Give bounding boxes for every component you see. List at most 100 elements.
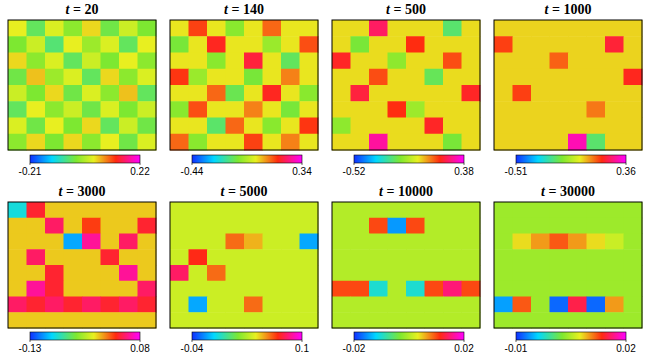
cell — [425, 118, 444, 135]
cell — [587, 234, 606, 250]
panel-title: t = 20 — [66, 2, 99, 17]
cell — [332, 118, 351, 135]
cell — [550, 20, 569, 37]
cell — [189, 101, 208, 118]
cell — [425, 202, 444, 218]
cell — [170, 218, 189, 234]
cell — [138, 312, 157, 328]
cell — [8, 53, 27, 70]
cell — [443, 265, 462, 281]
cell — [531, 249, 550, 265]
cell — [138, 297, 157, 313]
cell — [443, 36, 462, 53]
panel: t = 3000-0.130.08 — [8, 184, 157, 354]
cell — [45, 265, 64, 281]
cell — [587, 134, 606, 151]
cell — [406, 20, 425, 37]
cell — [531, 218, 550, 234]
cell — [443, 234, 462, 250]
cell — [119, 281, 138, 297]
cell — [207, 265, 226, 281]
cell — [300, 36, 319, 53]
cell — [119, 69, 138, 86]
cell — [605, 101, 624, 118]
cell — [587, 36, 606, 53]
cell — [406, 218, 425, 234]
title-part: = 10000 — [383, 184, 433, 199]
cell — [281, 202, 300, 218]
cell — [605, 202, 624, 218]
cell — [462, 20, 481, 37]
cell — [8, 249, 27, 265]
cell — [587, 249, 606, 265]
cell — [494, 265, 513, 281]
cell — [369, 249, 388, 265]
cell — [226, 69, 245, 86]
cell — [226, 134, 245, 151]
colorbar-label: -0.01 — [505, 343, 528, 354]
cell — [462, 218, 481, 234]
cell — [332, 53, 351, 70]
cell — [624, 69, 643, 86]
cell — [605, 53, 624, 70]
cell — [388, 101, 407, 118]
cell — [263, 297, 282, 313]
cell — [64, 20, 83, 37]
cell — [244, 134, 263, 151]
cell — [263, 312, 282, 328]
cell — [27, 118, 46, 135]
cell — [45, 202, 64, 218]
cell — [8, 234, 27, 250]
cell — [568, 281, 587, 297]
cell — [281, 69, 300, 86]
cell — [587, 312, 606, 328]
cell — [605, 69, 624, 86]
colorbar-label: 0.1 — [295, 343, 309, 354]
cell — [27, 134, 46, 151]
cell — [550, 85, 569, 102]
cell — [189, 265, 208, 281]
cell — [369, 312, 388, 328]
cell — [101, 218, 120, 234]
cell — [406, 53, 425, 70]
cell — [550, 101, 569, 118]
cell — [300, 134, 319, 151]
cell — [624, 134, 643, 151]
cell — [587, 202, 606, 218]
cell — [226, 297, 245, 313]
cell — [513, 134, 532, 151]
cell — [45, 312, 64, 328]
cell — [45, 20, 64, 37]
cell — [388, 265, 407, 281]
cell — [170, 69, 189, 86]
cell — [244, 265, 263, 281]
cell — [587, 281, 606, 297]
cell — [605, 36, 624, 53]
cell — [207, 118, 226, 135]
cell — [170, 20, 189, 37]
cell — [281, 312, 300, 328]
colorbar-label: 0.38 — [454, 166, 474, 177]
cell — [300, 249, 319, 265]
cell — [624, 101, 643, 118]
cell — [8, 85, 27, 102]
cell — [406, 85, 425, 102]
cell — [369, 101, 388, 118]
cell — [513, 101, 532, 118]
cell — [406, 297, 425, 313]
cell — [531, 101, 550, 118]
cell — [263, 53, 282, 70]
cell — [27, 53, 46, 70]
cell — [587, 53, 606, 70]
cell — [45, 118, 64, 135]
colorbar-tick — [626, 340, 627, 342]
cell — [300, 218, 319, 234]
cell — [332, 234, 351, 250]
cell — [226, 281, 245, 297]
cell — [263, 134, 282, 151]
colorbar-tick — [30, 340, 31, 342]
colorbar-label: -0.02 — [343, 343, 366, 354]
cell — [624, 118, 643, 135]
cell — [45, 134, 64, 151]
cell — [64, 85, 83, 102]
